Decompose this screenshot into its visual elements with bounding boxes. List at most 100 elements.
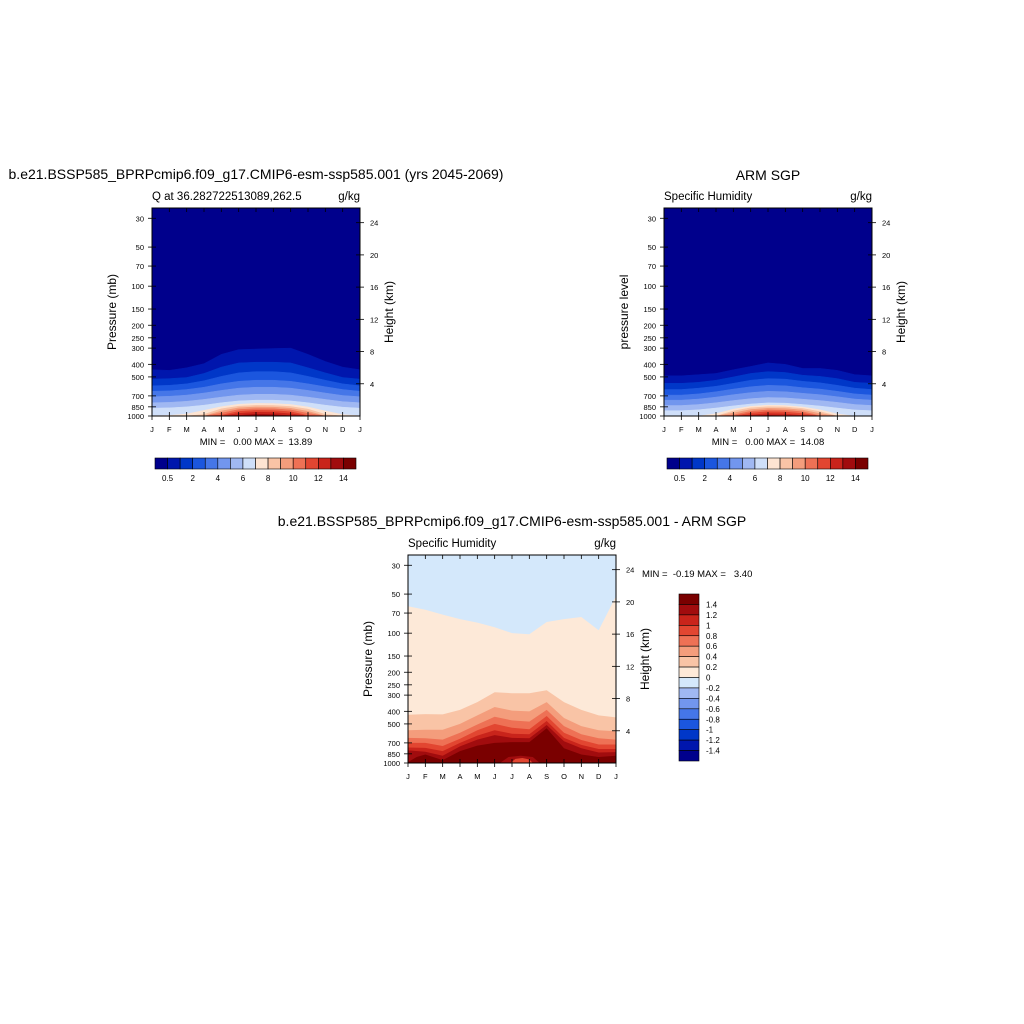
- colorbar-box-13: [318, 457, 332, 470]
- x-tick-label-7: A: [271, 425, 276, 434]
- colorbar-box-1: [679, 457, 693, 470]
- colorbar-box-9: [678, 687, 700, 699]
- y-tick-label-70: 70: [648, 262, 656, 271]
- colorbar-label-2: 2: [190, 474, 195, 483]
- panel-3-right-string: g/kg: [594, 538, 616, 550]
- x-tick-label-4: M: [218, 425, 224, 434]
- y-tick-label-500: 500: [387, 720, 400, 729]
- x-tick-label-0: J: [662, 425, 666, 434]
- x-tick-label-0: J: [150, 425, 154, 434]
- panel-2-right-string: g/kg: [850, 191, 872, 203]
- y-tick-label-250: 250: [387, 681, 400, 690]
- y2-tick-label-16: 16: [370, 283, 378, 292]
- y-tick-label-1000: 1000: [383, 759, 400, 768]
- colorbar-label-0.8: 0.8: [706, 632, 718, 641]
- colorbar-box-14: [678, 739, 700, 751]
- colorbar-box-7: [242, 457, 256, 470]
- x-tick-label-12: J: [870, 425, 874, 434]
- colorbar-label-0.2: 0.2: [706, 663, 718, 672]
- colorbar-box-10: [280, 457, 294, 470]
- x-tick-label-6: J: [254, 425, 258, 434]
- colorbar-box-15: [678, 750, 700, 762]
- colorbar-label-0.5: 0.5: [162, 474, 174, 483]
- colorbar-label--1.2: -1.2: [706, 736, 720, 745]
- y-tick-label-700: 700: [643, 392, 656, 401]
- y-tick-label-200: 200: [131, 321, 144, 330]
- y-tick-label-50: 50: [136, 243, 144, 252]
- y-tick-label-250: 250: [643, 334, 656, 343]
- y-tick-label-300: 300: [643, 344, 656, 353]
- y2-tick-label-4: 4: [626, 727, 630, 736]
- panel-3-colorbar: 1.41.210.80.60.40.20-0.2-0.4-0.6-0.8-1-1…: [678, 593, 720, 762]
- colorbar-label-10: 10: [289, 474, 298, 483]
- y-tick-label-50: 50: [392, 590, 400, 599]
- colorbar-box-5: [217, 457, 231, 470]
- colorbar-box-2: [691, 457, 705, 470]
- panel-1-field: [152, 208, 360, 416]
- x-tick-label-11: D: [852, 425, 858, 434]
- y-tick-label-200: 200: [643, 321, 656, 330]
- x-tick-label-8: S: [544, 772, 549, 781]
- y-tick-label-700: 700: [131, 392, 144, 401]
- colorbar-box-8: [678, 677, 700, 689]
- colorbar-label-4: 4: [216, 474, 221, 483]
- colorbar-label-0.6: 0.6: [706, 642, 718, 651]
- colorbar-box-11: [804, 457, 819, 470]
- colorbar-label-8: 8: [266, 474, 271, 483]
- x-tick-label-3: A: [713, 425, 718, 434]
- y-tick-label-70: 70: [392, 609, 400, 618]
- y2-tick-label-24: 24: [882, 219, 890, 228]
- y2-tick-label-4: 4: [370, 380, 374, 389]
- colorbar-label-0.5: 0.5: [674, 474, 686, 483]
- colorbar-label-6: 6: [753, 474, 758, 483]
- y-tick-label-300: 300: [387, 691, 400, 700]
- panel-2-field: [664, 208, 872, 416]
- colorbar-label--0.6: -0.6: [706, 705, 720, 714]
- x-tick-label-11: D: [596, 772, 602, 781]
- colorbar-box-5: [729, 457, 743, 470]
- y-tick-label-70: 70: [136, 262, 144, 271]
- colorbar-label--0.4: -0.4: [706, 694, 720, 703]
- y-tick-label-850: 850: [643, 403, 656, 412]
- y-tick-label-500: 500: [131, 373, 144, 382]
- y-tick-label-850: 850: [387, 750, 400, 759]
- x-tick-label-4: M: [730, 425, 736, 434]
- x-tick-label-5: J: [749, 425, 753, 434]
- x-tick-label-10: N: [579, 772, 584, 781]
- colorbar-box-15: [343, 457, 357, 470]
- x-tick-label-10: N: [323, 425, 328, 434]
- y-tick-label-250: 250: [131, 334, 144, 343]
- panel-2: ARM SGP Specific Humidity g/kg 305070100…: [617, 167, 908, 483]
- panel-3-y-axis-label: Pressure (mb): [361, 621, 375, 697]
- y-tick-label-400: 400: [387, 707, 400, 716]
- colorbar-label--1: -1: [706, 726, 714, 735]
- y2-tick-label-8: 8: [626, 695, 630, 704]
- colorbar-box-12: [678, 718, 700, 730]
- y-tick-label-1000: 1000: [127, 412, 144, 421]
- colorbar-box-8: [255, 457, 269, 470]
- x-tick-label-12: J: [358, 425, 362, 434]
- colorbar-label-1.2: 1.2: [706, 611, 718, 620]
- panel-1-title: b.e21.BSSP585_BPRPcmip6.f09_g17.CMIP6-es…: [9, 166, 504, 182]
- y-tick-label-850: 850: [131, 403, 144, 412]
- x-tick-label-8: S: [288, 425, 293, 434]
- x-tick-label-7: A: [783, 425, 788, 434]
- panel-3-left-string: Specific Humidity: [408, 538, 496, 550]
- panel-2-minmax: MIN = 0.00 MAX = 14.08: [712, 437, 824, 448]
- colorbar-label-2: 2: [702, 474, 707, 483]
- panel-1-right-string: g/kg: [338, 191, 360, 203]
- y2-tick-label-8: 8: [370, 348, 374, 357]
- colorbar-box-14: [330, 457, 344, 470]
- y-tick-label-1000: 1000: [639, 412, 656, 421]
- y-tick-label-400: 400: [643, 360, 656, 369]
- panel-2-y2-axis-label: Height (km): [894, 281, 908, 343]
- y2-tick-label-24: 24: [370, 219, 378, 228]
- colorbar-box-11: [678, 708, 700, 720]
- y2-tick-label-20: 20: [370, 251, 378, 260]
- panel-3-minmax: MIN = -0.19 MAX = 3.40: [642, 569, 752, 580]
- y2-tick-label-12: 12: [882, 315, 890, 324]
- x-tick-label-7: A: [527, 772, 532, 781]
- colorbar-label--1.4: -1.4: [706, 747, 720, 756]
- colorbar-label-12: 12: [314, 474, 323, 483]
